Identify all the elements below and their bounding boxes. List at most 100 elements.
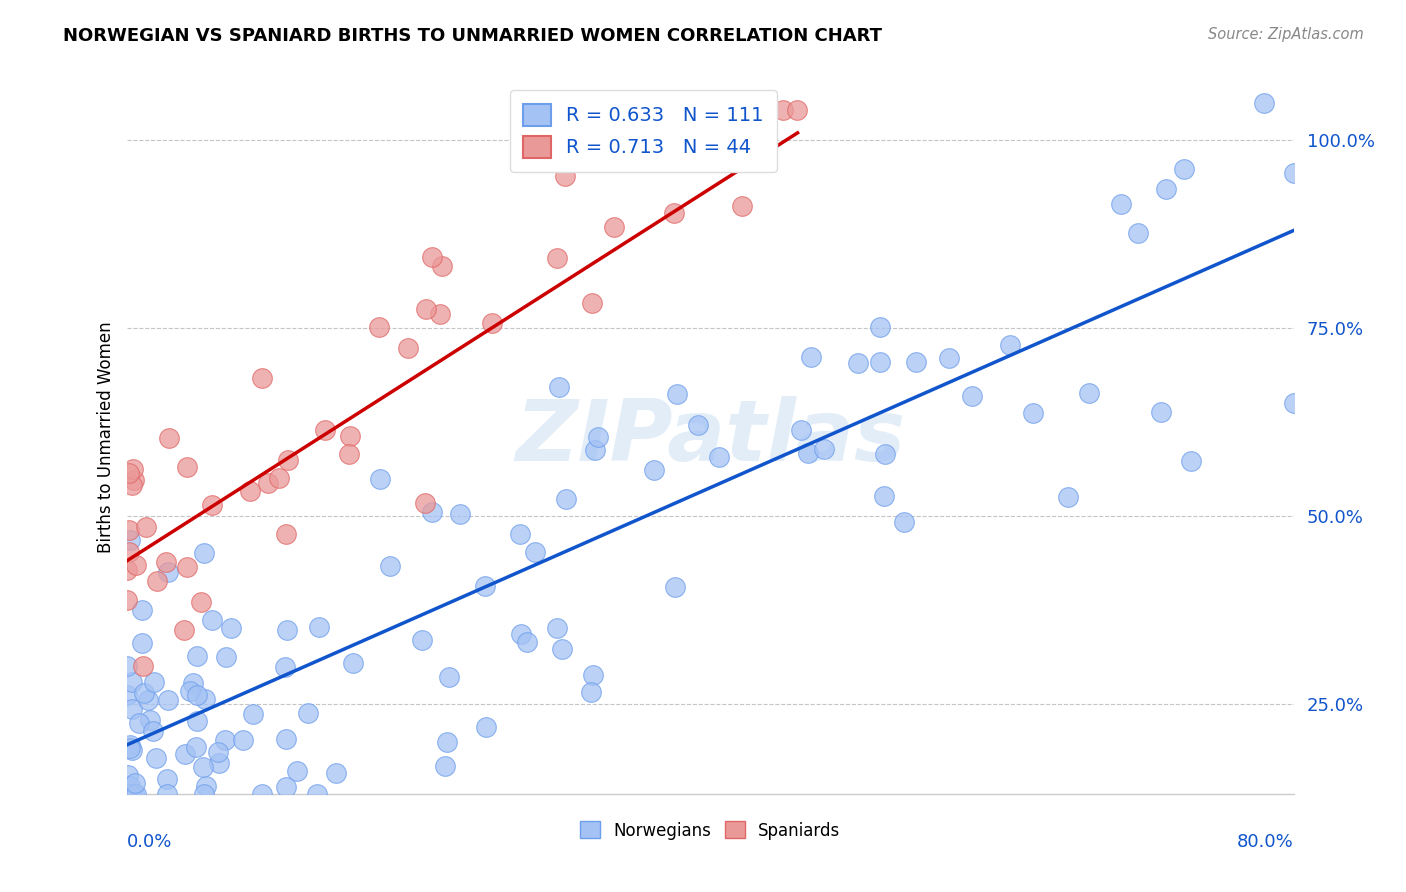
Point — [662, 206, 685, 220]
Text: 80.0%: 80.0% — [1237, 833, 1294, 851]
Point — [960, 389, 983, 403]
Point — [215, 650, 238, 665]
Point — [415, 301, 437, 316]
Y-axis label: Births to Unmarried Women: Births to Unmarried Women — [97, 321, 115, 553]
Point — [118, 545, 141, 559]
Point — [869, 355, 891, 369]
Point — [893, 515, 915, 529]
Point — [474, 579, 496, 593]
Point — [156, 565, 179, 579]
Point — [396, 342, 419, 356]
Point — [430, 260, 453, 274]
Point — [1126, 226, 1149, 240]
Point — [250, 370, 273, 384]
Point — [195, 779, 218, 793]
Point — [664, 580, 686, 594]
Point — [869, 320, 891, 334]
Point — [207, 745, 229, 759]
Point — [221, 621, 243, 635]
Point — [904, 355, 927, 369]
Point — [797, 446, 820, 460]
Point — [786, 103, 808, 118]
Point — [232, 733, 254, 747]
Point — [368, 319, 391, 334]
Point — [546, 622, 568, 636]
Point — [411, 633, 433, 648]
Text: NORWEGIAN VS SPANIARD BIRTHS TO UNMARRIED WOMEN CORRELATION CHART: NORWEGIAN VS SPANIARD BIRTHS TO UNMARRIE… — [63, 27, 883, 45]
Point — [342, 656, 364, 670]
Point — [267, 471, 290, 485]
Point — [131, 636, 153, 650]
Point — [274, 527, 297, 541]
Point — [813, 442, 835, 457]
Point — [176, 460, 198, 475]
Point — [1109, 197, 1132, 211]
Point — [875, 447, 897, 461]
Point — [277, 452, 299, 467]
Point — [475, 720, 498, 734]
Point — [201, 498, 224, 512]
Point — [122, 462, 145, 476]
Point — [179, 684, 201, 698]
Point — [201, 614, 224, 628]
Point — [368, 472, 391, 486]
Point — [134, 686, 156, 700]
Point — [156, 772, 179, 786]
Point — [121, 477, 143, 491]
Point — [420, 505, 443, 519]
Point — [481, 316, 503, 330]
Point — [337, 447, 360, 461]
Point — [156, 787, 179, 801]
Point — [131, 603, 153, 617]
Point — [449, 507, 471, 521]
Legend: Norwegians, Spaniards: Norwegians, Spaniards — [574, 814, 846, 847]
Point — [420, 250, 443, 264]
Point — [516, 635, 538, 649]
Point — [194, 691, 217, 706]
Point — [325, 766, 347, 780]
Point — [157, 431, 180, 445]
Point — [139, 714, 162, 728]
Point — [132, 659, 155, 673]
Point — [1253, 95, 1275, 110]
Point — [184, 740, 207, 755]
Point — [436, 735, 458, 749]
Point — [800, 350, 823, 364]
Point — [1056, 490, 1078, 504]
Point — [173, 623, 195, 637]
Point — [121, 674, 143, 689]
Point — [643, 463, 665, 477]
Point — [1180, 453, 1202, 467]
Point — [583, 443, 606, 458]
Text: ZIPatlas: ZIPatlas — [515, 395, 905, 479]
Point — [193, 546, 215, 560]
Point — [339, 429, 361, 443]
Point — [551, 642, 574, 657]
Point — [118, 523, 141, 537]
Point — [122, 473, 145, 487]
Point — [214, 733, 236, 747]
Point — [546, 252, 568, 266]
Point — [193, 760, 215, 774]
Point — [433, 759, 456, 773]
Point — [242, 707, 264, 722]
Point — [274, 660, 297, 674]
Point — [117, 768, 139, 782]
Point — [314, 423, 336, 437]
Point — [308, 619, 330, 633]
Point — [509, 527, 531, 541]
Point — [120, 533, 142, 547]
Point — [121, 702, 143, 716]
Text: Source: ZipAtlas.com: Source: ZipAtlas.com — [1208, 27, 1364, 42]
Text: 0.0%: 0.0% — [127, 833, 172, 851]
Point — [190, 595, 212, 609]
Point — [176, 559, 198, 574]
Point — [285, 764, 308, 779]
Point — [239, 483, 262, 498]
Point — [181, 676, 204, 690]
Point — [772, 103, 794, 118]
Point — [790, 424, 813, 438]
Point — [1150, 405, 1173, 419]
Point — [731, 199, 754, 213]
Point — [413, 496, 436, 510]
